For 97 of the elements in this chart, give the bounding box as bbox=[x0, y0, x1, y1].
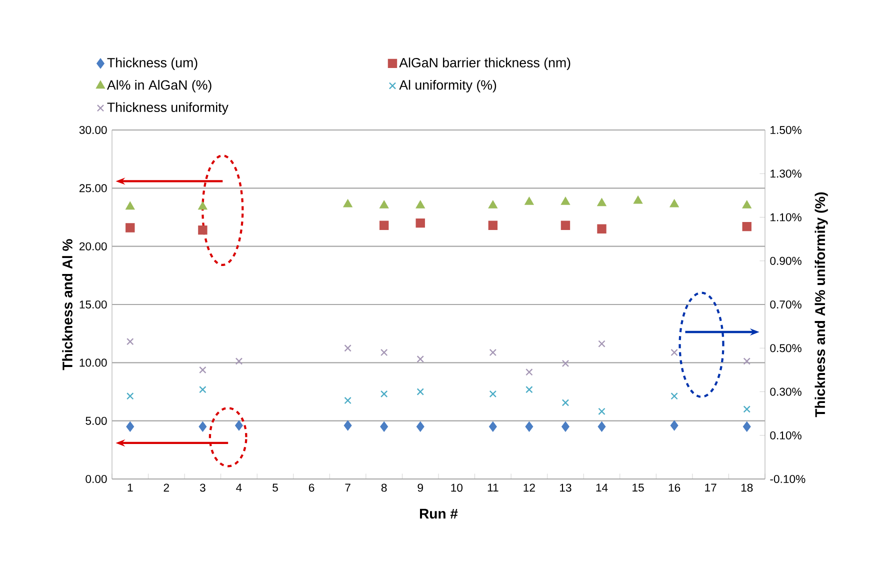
x-tick-label: 3 bbox=[200, 484, 206, 492]
x-tick-label: 16 bbox=[668, 484, 680, 492]
point bbox=[742, 422, 751, 432]
y-tick-label: 15.00 bbox=[80, 300, 107, 309]
point bbox=[126, 202, 135, 210]
y2-tick-label: 1.10% bbox=[770, 213, 802, 222]
legend-label: Al% in AlGaN (%) bbox=[106, 80, 212, 92]
point bbox=[598, 422, 606, 432]
y2-tick-label: 0.70% bbox=[770, 300, 802, 309]
point bbox=[343, 199, 352, 208]
point bbox=[562, 399, 570, 406]
y-tick-label: 5.00 bbox=[86, 416, 107, 425]
point bbox=[634, 196, 642, 204]
point bbox=[235, 420, 243, 430]
point bbox=[416, 355, 424, 363]
point bbox=[560, 220, 570, 230]
x-tick-label: 6 bbox=[308, 484, 314, 492]
x-tick-label: 1 bbox=[128, 484, 133, 492]
y2-tick-label: 0.10% bbox=[770, 431, 802, 440]
x-tick-label: 14 bbox=[596, 484, 608, 492]
point bbox=[489, 422, 497, 432]
point bbox=[489, 390, 497, 398]
point bbox=[743, 406, 750, 413]
point bbox=[561, 197, 570, 205]
legend-label: AlGaN barrier thickness (nm) bbox=[399, 58, 570, 70]
point bbox=[597, 224, 606, 234]
point bbox=[235, 358, 243, 365]
x-tick-label: 13 bbox=[560, 484, 572, 492]
point bbox=[198, 225, 208, 235]
x-tick-label: 17 bbox=[705, 484, 716, 492]
point bbox=[344, 420, 352, 430]
point bbox=[742, 200, 752, 208]
point bbox=[489, 348, 497, 356]
point bbox=[380, 390, 388, 398]
point bbox=[598, 340, 606, 348]
point bbox=[743, 358, 750, 365]
x-tick-label: 12 bbox=[524, 484, 535, 492]
point bbox=[562, 422, 570, 432]
point bbox=[380, 422, 388, 432]
point bbox=[416, 200, 425, 208]
point bbox=[379, 220, 389, 230]
point bbox=[488, 200, 498, 208]
point bbox=[126, 338, 134, 346]
x-tick-label: 4 bbox=[236, 484, 242, 492]
point bbox=[199, 386, 206, 394]
x-tick-label: 9 bbox=[418, 484, 423, 492]
y2-tick-label: 0.90% bbox=[770, 256, 802, 265]
y2-tick-label: 1.30% bbox=[770, 170, 802, 178]
y-tick-label: 25.00 bbox=[79, 184, 107, 192]
point bbox=[742, 222, 752, 232]
point bbox=[416, 422, 424, 432]
x-tick-label: 11 bbox=[488, 484, 498, 492]
point bbox=[670, 348, 678, 356]
legend-label: Al uniformity (%) bbox=[399, 80, 496, 92]
point bbox=[562, 360, 570, 368]
point bbox=[199, 366, 206, 374]
x-tick-label: 7 bbox=[345, 484, 350, 492]
point bbox=[598, 408, 606, 415]
y-tick-label: 0.00 bbox=[86, 474, 107, 484]
y-tick-label: 10.00 bbox=[80, 358, 107, 367]
point bbox=[198, 422, 207, 432]
point bbox=[416, 388, 424, 396]
point bbox=[670, 392, 678, 400]
x-tick-label: 8 bbox=[381, 484, 387, 492]
point bbox=[380, 348, 388, 356]
point bbox=[526, 386, 533, 394]
point bbox=[670, 420, 678, 430]
point bbox=[597, 198, 606, 206]
y2-tick-label: 0.30% bbox=[770, 388, 802, 396]
y-axis-title: Thickness and Al % bbox=[62, 239, 72, 370]
x-tick-label: 15 bbox=[632, 484, 644, 492]
y-tick-label: 20.00 bbox=[79, 242, 107, 250]
legend-label: Thickness uniformity bbox=[107, 102, 228, 115]
point bbox=[198, 202, 208, 210]
x-tick-label: 5 bbox=[272, 484, 278, 492]
point bbox=[525, 422, 534, 432]
point bbox=[380, 200, 388, 208]
x-tick-label: 10 bbox=[451, 484, 462, 492]
point bbox=[126, 422, 134, 432]
y2-tick-label: -0.10% bbox=[770, 474, 806, 484]
point bbox=[488, 220, 498, 230]
y2-tick-label: 0.50% bbox=[770, 344, 802, 352]
point bbox=[344, 396, 352, 404]
point bbox=[416, 218, 425, 228]
point bbox=[670, 199, 679, 208]
x-tick-label: 18 bbox=[741, 484, 753, 492]
x-tick-label: 2 bbox=[164, 484, 169, 492]
legend-label: Thickness (um) bbox=[107, 58, 198, 70]
y-tick-label: 30.00 bbox=[79, 126, 107, 134]
y2-tick-label: 1.50% bbox=[770, 126, 802, 134]
y2-axis-title: Thickness and Al% uniformity (%) bbox=[814, 192, 828, 418]
point bbox=[524, 197, 534, 205]
point bbox=[344, 344, 352, 352]
x-axis-title: Run # bbox=[420, 508, 458, 519]
point bbox=[126, 392, 134, 400]
point bbox=[526, 368, 533, 376]
point bbox=[126, 223, 135, 232]
